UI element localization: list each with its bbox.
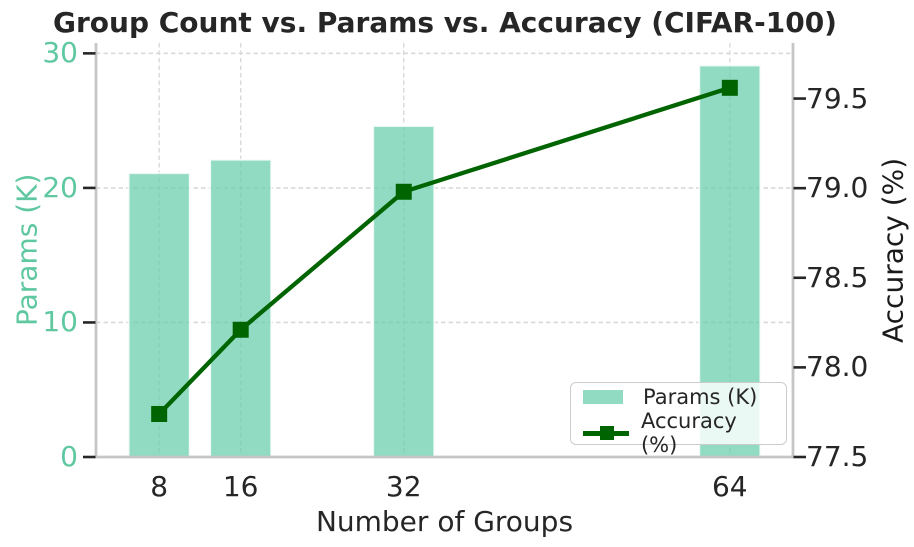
y-tick-label-left: 20 bbox=[42, 170, 78, 204]
accuracy-marker bbox=[721, 79, 738, 96]
accuracy-marker bbox=[232, 321, 249, 338]
legend-label-params: Params (K) bbox=[643, 385, 758, 409]
y-tick-label-right: 77.5 bbox=[806, 440, 869, 473]
y-tick-label-right: 78.0 bbox=[806, 350, 869, 384]
accuracy-line bbox=[151, 79, 738, 422]
y-tick-label-right: 78.5 bbox=[806, 260, 869, 294]
x-tick-label: 32 bbox=[385, 470, 422, 503]
params-bar bbox=[372, 125, 436, 458]
legend-label-accuracy: Accuracy (%) bbox=[640, 409, 737, 457]
params-bar bbox=[209, 158, 273, 458]
legend-item-params: Params (K) bbox=[583, 385, 774, 409]
y-tick-label-left: 30 bbox=[42, 36, 78, 70]
params-swatch-icon bbox=[583, 390, 623, 404]
chart-title: Group Count vs. Params vs. Accuracy (CIF… bbox=[53, 6, 837, 39]
x-axis-label: Number of Groups bbox=[315, 505, 574, 538]
accuracy-marker bbox=[151, 405, 168, 422]
y-axis-label-left: Params (K) bbox=[10, 173, 44, 327]
y-tick-label-left: 0 bbox=[60, 440, 78, 473]
y-tick-label-right: 79.0 bbox=[806, 171, 869, 205]
x-tick-label: 64 bbox=[711, 470, 748, 503]
x-tick-label: 8 bbox=[150, 470, 169, 503]
accuracy-line-icon bbox=[583, 424, 629, 442]
legend-item-accuracy: Accuracy (%) bbox=[583, 409, 774, 457]
accuracy-marker bbox=[395, 183, 412, 200]
axis-tick-marks bbox=[83, 52, 806, 459]
y-tick-label-right: 79.5 bbox=[806, 81, 869, 115]
x-tick-label: 16 bbox=[222, 470, 259, 503]
accuracy-polyline bbox=[157, 85, 732, 417]
y-tick-label-left: 10 bbox=[42, 305, 78, 339]
axis-spines bbox=[94, 43, 795, 459]
legend: Params (K) Accuracy (%) bbox=[570, 382, 787, 457]
